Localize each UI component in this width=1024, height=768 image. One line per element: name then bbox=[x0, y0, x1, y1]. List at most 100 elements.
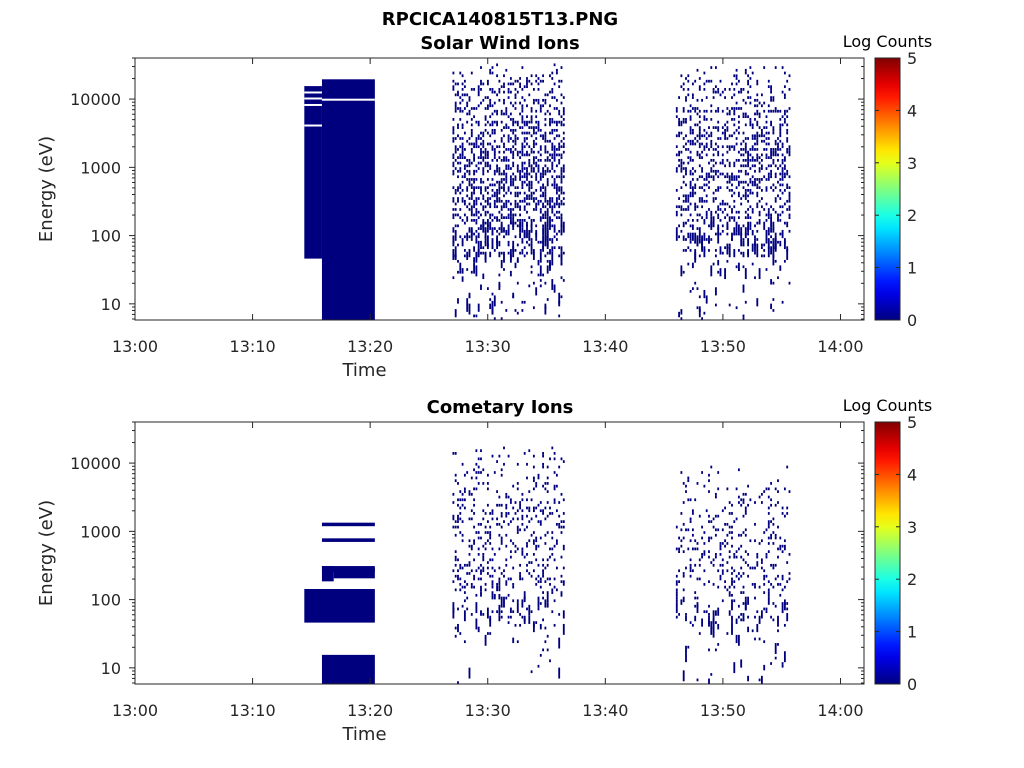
count-bin bbox=[767, 596, 770, 605]
count-bin bbox=[526, 563, 528, 567]
count-bin bbox=[496, 490, 499, 493]
count-bin bbox=[765, 142, 768, 146]
count-bin bbox=[772, 531, 775, 534]
count-bin bbox=[685, 221, 687, 225]
count-bin bbox=[549, 659, 551, 663]
count-bin bbox=[717, 471, 720, 474]
count-bin bbox=[680, 512, 683, 515]
count-bin bbox=[781, 577, 784, 581]
count-bin bbox=[710, 224, 713, 228]
count-bin bbox=[477, 566, 480, 570]
count-bin bbox=[523, 98, 526, 102]
count-bin bbox=[503, 74, 505, 78]
count-block bbox=[321, 79, 375, 320]
count-bin bbox=[689, 115, 692, 119]
count-bin bbox=[788, 148, 791, 151]
count-bin bbox=[475, 221, 478, 225]
count-bin bbox=[532, 306, 535, 310]
count-bin bbox=[507, 227, 510, 236]
count-bin bbox=[555, 183, 558, 187]
count-bin bbox=[786, 199, 789, 203]
count-gap bbox=[321, 98, 375, 101]
count-bin bbox=[721, 202, 724, 206]
count-bin bbox=[689, 574, 692, 578]
count-bin bbox=[542, 134, 545, 138]
count-bin bbox=[542, 452, 545, 455]
count-bin bbox=[486, 178, 489, 181]
count-bin bbox=[532, 101, 535, 105]
count-bin bbox=[726, 180, 729, 184]
count-bin bbox=[544, 137, 547, 140]
count-bin bbox=[468, 572, 471, 575]
x-tick-label: 13:20 bbox=[347, 337, 393, 356]
count-bin bbox=[519, 563, 522, 567]
count-bin bbox=[779, 593, 782, 597]
count-block bbox=[321, 522, 375, 527]
count-bin bbox=[767, 213, 770, 217]
count-bin bbox=[719, 574, 722, 578]
count-bin bbox=[489, 216, 492, 220]
count-bin bbox=[678, 547, 681, 551]
count-bin bbox=[466, 219, 469, 222]
count-bin bbox=[728, 219, 731, 222]
count-bin bbox=[719, 161, 722, 165]
count-bin bbox=[500, 205, 503, 209]
count-bin bbox=[498, 167, 501, 170]
count-bin bbox=[742, 498, 745, 502]
count-bin bbox=[691, 186, 694, 189]
count-bin bbox=[675, 599, 678, 603]
count-bin bbox=[770, 615, 773, 619]
count-bin bbox=[503, 268, 505, 271]
count-bin bbox=[489, 525, 492, 529]
count-bin bbox=[691, 569, 694, 573]
count-bin bbox=[493, 131, 496, 135]
count-bin bbox=[500, 208, 503, 211]
count-bin bbox=[470, 131, 473, 135]
count-bin bbox=[717, 88, 720, 91]
count-bin bbox=[539, 104, 542, 108]
count-bin bbox=[772, 602, 775, 605]
count-bin bbox=[705, 178, 708, 181]
count-bin bbox=[463, 640, 466, 644]
count-bin bbox=[503, 235, 505, 239]
count-bin bbox=[740, 574, 743, 578]
count-bin bbox=[514, 107, 517, 110]
count-bin bbox=[783, 158, 786, 162]
count-bin bbox=[756, 229, 759, 233]
count-bin bbox=[542, 169, 545, 173]
count-bin bbox=[770, 175, 773, 179]
count-bin bbox=[466, 112, 469, 116]
count-bin bbox=[514, 512, 517, 515]
count-bin bbox=[491, 120, 494, 124]
count-bin bbox=[484, 189, 487, 192]
count-bin bbox=[475, 476, 478, 480]
count-bin bbox=[774, 66, 777, 69]
count-bin bbox=[461, 503, 464, 507]
count-bin bbox=[747, 574, 750, 578]
count-bin bbox=[530, 183, 533, 187]
count-bin bbox=[781, 300, 784, 304]
count-bin bbox=[546, 634, 549, 638]
count-bin bbox=[726, 542, 729, 545]
count-bin bbox=[544, 254, 547, 258]
count-bin bbox=[463, 498, 466, 502]
count-bin bbox=[689, 183, 692, 187]
count-bin bbox=[772, 542, 775, 545]
count-bin bbox=[546, 243, 549, 247]
count-bin bbox=[519, 572, 522, 575]
count-bin bbox=[512, 585, 515, 589]
count-bin bbox=[468, 553, 471, 556]
count-bin bbox=[781, 574, 784, 578]
count-bin bbox=[457, 681, 459, 684]
count-bin bbox=[546, 180, 549, 184]
count-bin bbox=[783, 172, 786, 176]
count-bin bbox=[477, 197, 480, 200]
count-bin bbox=[549, 577, 551, 581]
count-bin bbox=[749, 118, 752, 121]
count-bin bbox=[509, 148, 512, 151]
count-bin bbox=[526, 167, 528, 170]
count-bin bbox=[493, 139, 496, 143]
count-bin bbox=[733, 216, 736, 220]
count-bin bbox=[691, 287, 694, 290]
count-bin bbox=[468, 490, 471, 493]
